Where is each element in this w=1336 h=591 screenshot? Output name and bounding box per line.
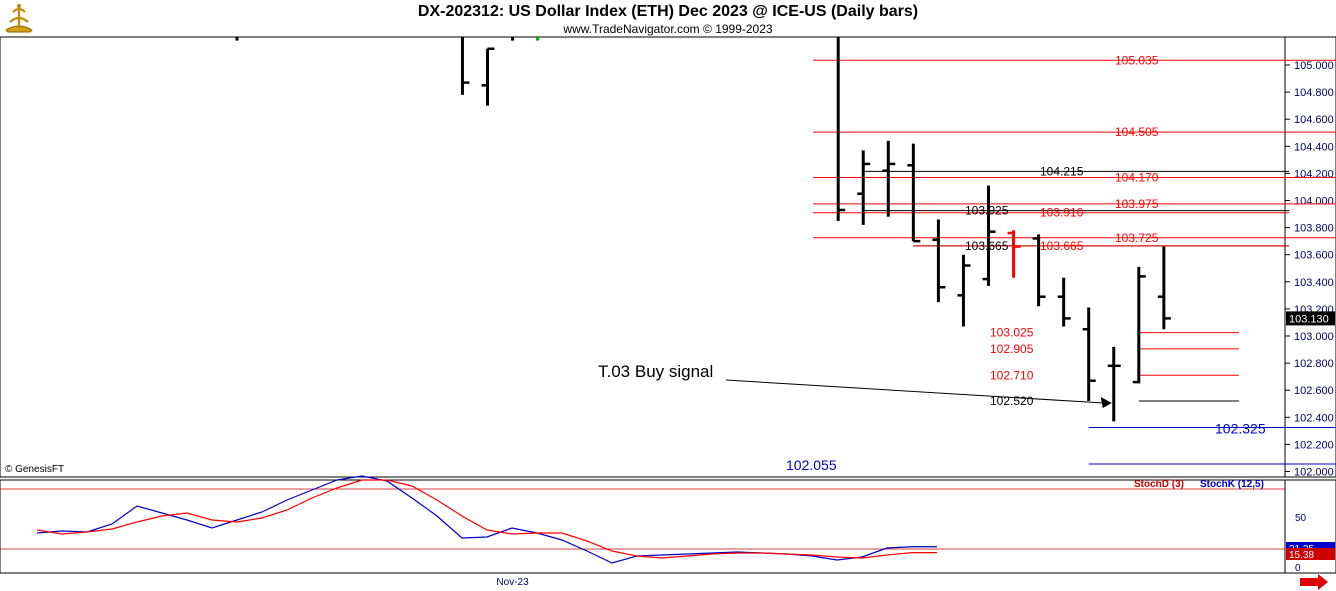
price-bar xyxy=(1007,230,1021,278)
level-label: 103.665 xyxy=(965,239,1009,253)
price-axis-label: 103.000 xyxy=(1294,331,1334,343)
level-label: 104.215 xyxy=(1040,164,1084,178)
price-axis-label: 102.200 xyxy=(1294,439,1334,451)
stochastic-axis-label: 50 xyxy=(1295,513,1307,524)
level-label: 104.170 xyxy=(1115,170,1159,184)
level-label: 103.975 xyxy=(1115,197,1159,211)
x-axis-label: Nov-23 xyxy=(496,577,529,588)
buy-signal-label: T.03 Buy signal xyxy=(598,362,713,381)
price-axis-label: 104.800 xyxy=(1294,87,1334,99)
level-label: 104.505 xyxy=(1115,125,1159,139)
level-label: 103.665 xyxy=(1040,239,1084,253)
genesis-logo-icon xyxy=(4,2,34,34)
legend-stoch-d: StochD (3) xyxy=(1134,479,1184,490)
stochastic-axis-label: 0 xyxy=(1295,563,1301,574)
price-axis-label: 104.000 xyxy=(1294,196,1334,208)
price-axis-label: 105.000 xyxy=(1294,60,1334,72)
copyright-label: © GenesisFT xyxy=(5,464,64,475)
buy-signal-arrow-line xyxy=(725,379,1104,404)
level-label: 103.725 xyxy=(1115,231,1159,245)
price-axis-label: 102.600 xyxy=(1294,385,1334,397)
price-bar xyxy=(536,37,540,41)
last-price-box xyxy=(1286,311,1335,326)
level-label: 103.025 xyxy=(990,326,1034,340)
price-bar xyxy=(957,254,971,327)
level-label: 102.325 xyxy=(1215,420,1266,436)
price-bar xyxy=(857,150,871,225)
price-bar xyxy=(1032,234,1046,307)
price-panel-frame xyxy=(0,36,1286,478)
price-bar xyxy=(907,143,921,243)
last-price-label: 103.130 xyxy=(1289,313,1329,325)
buy-signal-arrow-head-icon xyxy=(1100,397,1112,409)
price-bar xyxy=(882,140,896,217)
price-bar xyxy=(511,37,515,41)
scroll-arrow-icon[interactable] xyxy=(1300,574,1328,590)
price-axis-label: 102.000 xyxy=(1294,467,1334,479)
price-bar xyxy=(1132,266,1146,384)
price-bar xyxy=(460,37,470,95)
price-bar xyxy=(1107,346,1121,422)
stochastic-frame xyxy=(0,479,1286,574)
price-bar xyxy=(1057,277,1071,327)
chart-subtitle: www.TradeNavigator.com © 1999-2023 xyxy=(563,22,773,36)
price-bar xyxy=(235,37,239,41)
chart-title: DX-202312: US Dollar Index (ETH) Dec 202… xyxy=(417,3,919,20)
price-axis-label: 102.400 xyxy=(1294,412,1334,424)
level-label: 102.710 xyxy=(990,368,1034,382)
price-axis-label: 104.400 xyxy=(1294,141,1334,153)
price-levels: 105.035 104.505 104.215 104.170 103.975 103.9… xyxy=(786,53,1336,473)
price-axis-label: 103.400 xyxy=(1294,277,1334,289)
price-axis-label: 102.800 xyxy=(1294,358,1334,370)
buy-signal-annotation: T.03 Buy signal xyxy=(598,362,1112,409)
level-label: 102.520 xyxy=(990,394,1034,408)
price-bar xyxy=(982,185,996,286)
price-axis-label: 103.800 xyxy=(1294,223,1334,235)
price-bar xyxy=(481,47,495,106)
price-axis-label: 104.600 xyxy=(1294,114,1334,126)
price-bar xyxy=(836,37,846,221)
price-bar xyxy=(1082,307,1096,402)
level-label: 103.910 xyxy=(1040,206,1084,220)
level-label: 102.905 xyxy=(990,342,1034,356)
price-axis-frame xyxy=(1284,36,1336,478)
stoch-d-value-box xyxy=(1286,548,1335,560)
stoch-d-value: 15.38 xyxy=(1289,550,1314,561)
level-label: 105.035 xyxy=(1115,53,1159,67)
level-label: 103.925 xyxy=(965,204,1009,218)
price-bars xyxy=(235,37,1171,422)
price-axis-label: 104.200 xyxy=(1294,168,1334,180)
price-bar xyxy=(1157,246,1171,330)
level-label: 102.055 xyxy=(786,457,837,473)
legend-stoch-k: StochK (12,5) xyxy=(1200,479,1264,490)
price-axis-label: 103.600 xyxy=(1294,250,1334,262)
price-bar xyxy=(932,219,946,303)
stoch-d-line xyxy=(36,479,937,559)
